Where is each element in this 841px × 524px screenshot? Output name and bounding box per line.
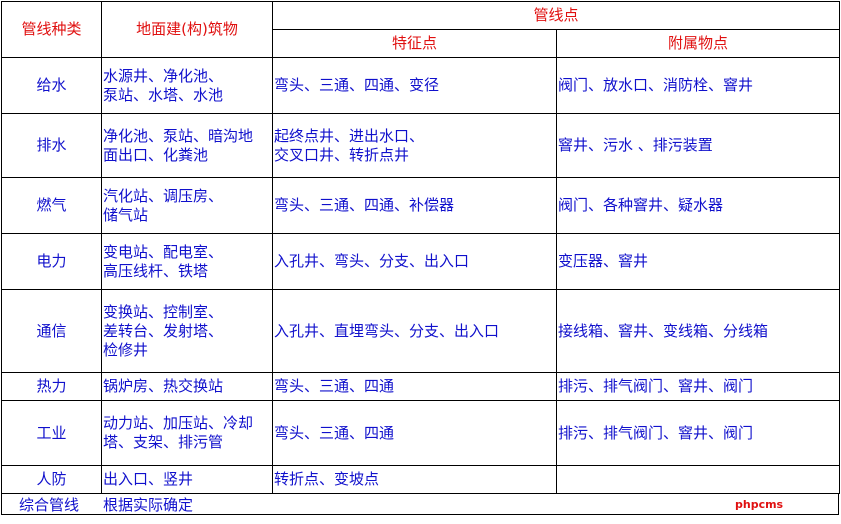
- buildings-cell: 变电站、配电室、 高压线杆、铁塔: [101, 233, 273, 290]
- buildings-cell: 汽化站、调压房、 储气站: [101, 177, 273, 234]
- footer-row: 综合管线 根据实际确定 phpcms: [1, 493, 839, 515]
- features-cell: 弯头、三通、四通、变径: [272, 57, 557, 114]
- pipe-type: 电力: [1, 233, 102, 290]
- attachments-cell: [555, 465, 841, 494]
- footer-note: 根据实际确定: [103, 496, 194, 514]
- watermark: phpcms: [735, 498, 784, 511]
- table-row: 通信 变换站、控制室、 差转台、发射塔、 检修井 入孔井、直埋弯头、分支、出入口 接…: [1, 289, 841, 373]
- header-buildings: 地面建(构)筑物: [101, 1, 273, 58]
- table-row: 排水 净化池、泵站、暗沟地 面出口、化粪池 起终点井、进出水口、 交叉口井、转折点井…: [1, 113, 841, 178]
- pipe-type: 工业: [1, 400, 102, 466]
- buildings-cell: 锅炉房、热交换站: [101, 372, 273, 401]
- buildings-cell: 水源井、净化池、 泵站、水塔、水池: [101, 57, 273, 114]
- features-cell: 起终点井、进出水口、 交叉口井、转折点井: [272, 113, 557, 178]
- attachments-cell: 接线箱、窨井、变线箱、分线箱: [555, 289, 841, 373]
- pipe-type: 通信: [1, 289, 102, 373]
- features-cell: 入孔井、直埋弯头、分支、出入口: [272, 289, 557, 373]
- header-points: 管线点: [271, 1, 841, 30]
- table-row: 给水 水源井、净化池、 泵站、水塔、水池 弯头、三通、四通、变径 阀门、放水口、消…: [1, 57, 841, 114]
- buildings-cell: 动力站、加压站、冷却 塔、支架、排污管: [101, 400, 273, 466]
- features-cell: 弯头、三通、四通: [272, 372, 557, 401]
- attachments-cell: 排污、排气阀门、窨井、阀门: [555, 400, 841, 466]
- footer-type: 综合管线: [19, 496, 80, 514]
- features-cell: 转折点、变坡点: [272, 465, 557, 494]
- table-row: 燃气 汽化站、调压房、 储气站 弯头、三通、四通、补偿器 阀门、各种窨井、疑水器: [1, 177, 841, 234]
- attachments-cell: 排污、排气阀门、窨井、阀门: [555, 372, 841, 401]
- attachments-cell: 阀门、各种窨井、疑水器: [555, 177, 841, 234]
- buildings-cell: 净化池、泵站、暗沟地 面出口、化粪池: [101, 113, 273, 178]
- pipe-type: 给水: [1, 57, 102, 114]
- features-cell: 弯头、三通、四通、补偿器: [272, 177, 557, 234]
- attachments-cell: 阀门、放水口、消防栓、窨井: [555, 57, 841, 114]
- table-row: 工业 动力站、加压站、冷却 塔、支架、排污管 弯头、三通、四通 排污、排气阀门、窨…: [1, 400, 841, 466]
- pipeline-table: 管线种类 地面建(构)筑物 管线点 特征点 附属物点 给水 水源井、净化池、 泵站…: [1, 1, 841, 494]
- pipe-type: 人防: [1, 465, 102, 494]
- table-row: 电力 变电站、配电室、 高压线杆、铁塔 入孔井、弯头、分支、出入口 变压器、窨井: [1, 233, 841, 290]
- header-features: 特征点: [272, 29, 557, 58]
- pipe-type: 热力: [1, 372, 102, 401]
- features-cell: 入孔井、弯头、分支、出入口: [272, 233, 557, 290]
- attachments-cell: 窨井、污水 、排污装置: [555, 113, 841, 178]
- attachments-cell: 变压器、窨井: [555, 233, 841, 290]
- features-cell: 弯头、三通、四通: [272, 400, 557, 466]
- buildings-cell: 变换站、控制室、 差转台、发射塔、 检修井: [101, 289, 273, 373]
- table-row: 热力 锅炉房、热交换站 弯头、三通、四通 排污、排气阀门、窨井、阀门: [1, 372, 841, 401]
- table-row: 人防 出入口、竖井 转折点、变坡点: [1, 465, 841, 494]
- header-attachments: 附属物点: [555, 29, 841, 58]
- pipe-type: 排水: [1, 113, 102, 178]
- pipe-type: 燃气: [1, 177, 102, 234]
- buildings-cell: 出入口、竖井: [101, 465, 273, 494]
- header-type: 管线种类: [1, 1, 102, 58]
